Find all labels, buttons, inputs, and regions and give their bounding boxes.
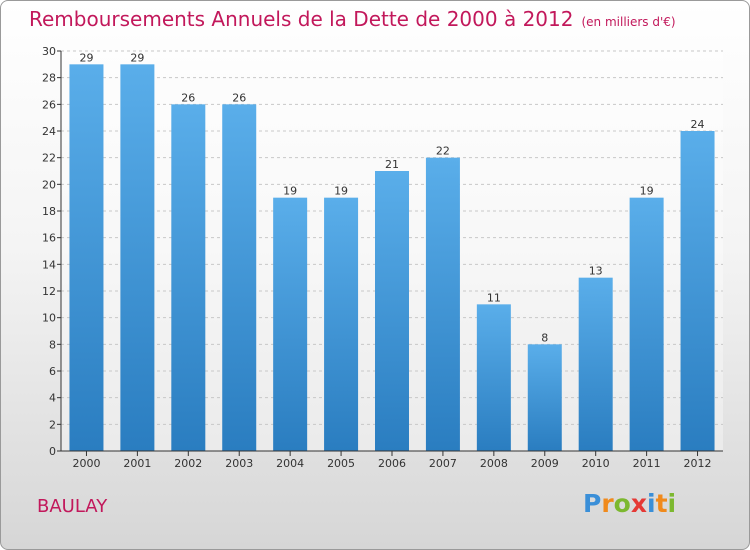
y-tick-label: 26 — [42, 98, 56, 111]
logo-letter: x — [630, 489, 647, 518]
y-tick-label: 28 — [42, 72, 56, 85]
bar — [476, 304, 511, 451]
data-label: 26 — [181, 91, 195, 104]
x-tick-label: 2005 — [327, 457, 355, 470]
commune-name: BAULAY — [37, 496, 108, 517]
y-tick-label: 10 — [42, 312, 56, 325]
x-tick-label: 2000 — [72, 457, 100, 470]
data-label: 19 — [283, 185, 297, 198]
x-tick-label: 2007 — [429, 457, 457, 470]
y-tick-label: 0 — [49, 445, 56, 458]
logo-letter: i — [647, 489, 656, 518]
chart-title: Remboursements Annuels de la Dette de 20… — [29, 7, 676, 31]
bar — [324, 197, 359, 451]
data-label: 29 — [79, 51, 93, 64]
y-tick-label: 24 — [42, 125, 56, 138]
x-tick-label: 2009 — [531, 457, 559, 470]
x-tick-label: 2011 — [633, 457, 661, 470]
data-label: 24 — [691, 118, 705, 131]
bar — [69, 64, 104, 452]
y-tick-label: 14 — [42, 258, 56, 271]
bar — [629, 197, 664, 451]
logo-letter: i — [667, 489, 677, 518]
logo-letter: o — [613, 489, 631, 518]
data-label: 22 — [436, 145, 450, 158]
x-tick-label: 2002 — [174, 457, 202, 470]
x-tick-label: 2001 — [123, 457, 151, 470]
bar — [222, 104, 257, 451]
y-tick-label: 2 — [49, 418, 56, 431]
data-label: 26 — [232, 91, 246, 104]
x-tick-label: 2006 — [378, 457, 406, 470]
data-label: 29 — [130, 51, 144, 64]
bar — [680, 131, 715, 451]
bar — [273, 197, 308, 451]
x-tick-label: 2012 — [684, 457, 712, 470]
data-label: 8 — [541, 331, 548, 344]
x-tick-label: 2008 — [480, 457, 508, 470]
y-tick-label: 18 — [42, 205, 56, 218]
x-tick-label: 2004 — [276, 457, 304, 470]
data-label: 11 — [487, 291, 501, 304]
proxiti-logo: Proxiti — [583, 489, 676, 518]
bar — [425, 157, 460, 451]
bar — [527, 344, 562, 451]
bar — [120, 64, 155, 452]
label-layer: 29 29 26 26 19 19 21 22 11 8 13 19 24 — [79, 51, 704, 344]
bar — [375, 171, 409, 451]
chart-subtitle: (en milliers d'€) — [581, 15, 676, 29]
x-tick-label: 2003 — [225, 457, 253, 470]
bar — [578, 277, 613, 451]
x-tick-label: 2010 — [582, 457, 610, 470]
logo-letter: P — [583, 489, 602, 518]
y-tick-label: 8 — [49, 338, 56, 351]
chart-title-text: Remboursements Annuels de la Dette de 20… — [29, 7, 574, 31]
y-tick-label: 12 — [42, 285, 56, 298]
y-tick-label: 4 — [49, 392, 56, 405]
y-tick-label: 22 — [42, 152, 56, 165]
y-tick-label: 6 — [49, 365, 56, 378]
y-tick-label: 16 — [42, 232, 56, 245]
data-label: 19 — [334, 185, 348, 198]
data-label: 21 — [385, 158, 399, 171]
y-tick-label: 20 — [42, 178, 56, 191]
bar — [171, 104, 206, 451]
logo-letter: t — [655, 489, 668, 518]
logo-letter: r — [601, 489, 614, 518]
y-tick-label: 30 — [42, 45, 56, 58]
data-label: 19 — [640, 185, 654, 198]
bar-layer — [69, 64, 715, 452]
data-label: 13 — [589, 265, 603, 278]
